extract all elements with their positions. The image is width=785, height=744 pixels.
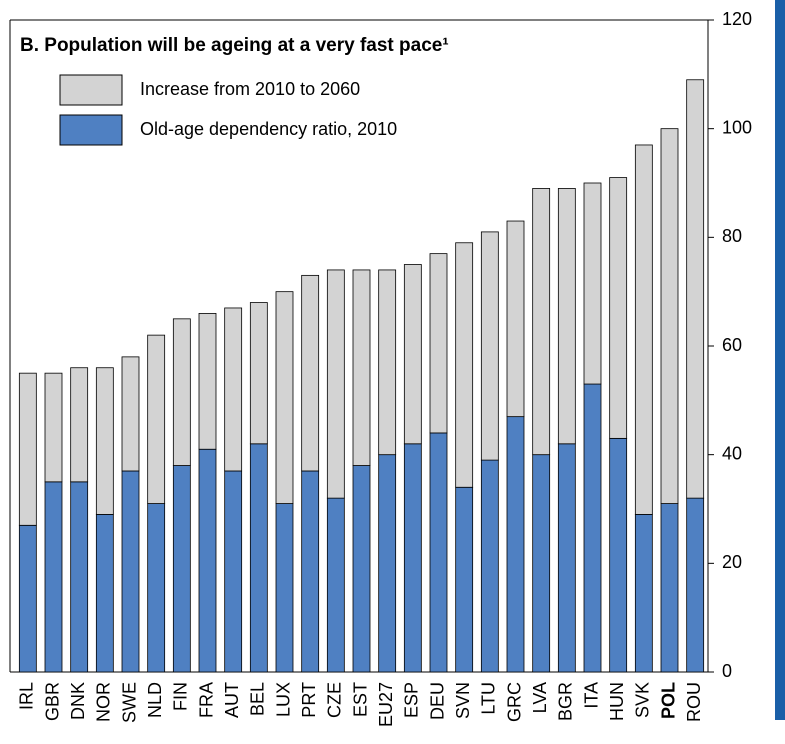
- bar-segment: [18, 372, 37, 526]
- bar-segment: [506, 220, 525, 418]
- bar-segment: [557, 443, 576, 673]
- bar-segment: [506, 416, 525, 673]
- bar-segment: [532, 188, 551, 456]
- x-tick-label: SWE: [119, 682, 139, 723]
- legend-swatch: [59, 74, 123, 106]
- y-tick-label: 60: [722, 335, 742, 355]
- bar-segment: [455, 242, 474, 488]
- bar-segment: [249, 443, 268, 673]
- bar-segment: [634, 144, 653, 515]
- legend-label: Old-age dependency ratio, 2010: [140, 119, 397, 139]
- bar-segment: [95, 367, 114, 515]
- bar-segment: [686, 79, 705, 499]
- bar-segment: [480, 231, 499, 461]
- bar-segment: [609, 437, 628, 673]
- y-tick-label: 80: [722, 226, 742, 246]
- bar-segment: [583, 383, 602, 673]
- bar-segment: [480, 459, 499, 673]
- bar-segment: [147, 503, 166, 673]
- x-tick-label: EST: [350, 682, 370, 717]
- x-tick-label: LTU: [479, 682, 499, 715]
- bar-segment: [378, 454, 397, 673]
- x-tick-label: AUT: [222, 682, 242, 718]
- x-tick-label: NLD: [145, 682, 165, 718]
- x-tick-label: POL: [658, 682, 678, 719]
- bar-segment: [352, 465, 371, 673]
- y-tick-label: 120: [722, 9, 752, 29]
- bar-segment: [660, 503, 679, 673]
- x-tick-label: FIN: [171, 682, 191, 711]
- x-tick-label: DNK: [68, 682, 88, 720]
- bar-segment: [198, 448, 217, 673]
- bar-segment: [172, 318, 191, 466]
- bar-segment: [583, 182, 602, 385]
- bar-segment: [275, 291, 294, 504]
- x-tick-label: BEL: [248, 682, 268, 716]
- bar-segment: [301, 470, 320, 673]
- x-tick-label: LVA: [530, 682, 550, 713]
- bar-segment: [352, 269, 371, 466]
- x-tick-label: LUX: [273, 682, 293, 717]
- chart-title: B. Population will be ageing at a very f…: [20, 35, 449, 56]
- bar-segment: [660, 128, 679, 504]
- bar-segment: [326, 269, 345, 499]
- bar-segment: [44, 481, 63, 673]
- bar-segment: [378, 269, 397, 456]
- y-tick-label: 100: [722, 117, 752, 137]
- bar-segment: [224, 307, 243, 472]
- x-tick-label: SVK: [633, 682, 653, 718]
- bar-segment: [70, 367, 89, 483]
- x-tick-label: GBR: [42, 682, 62, 721]
- x-tick-label: ITA: [581, 682, 601, 709]
- bar-segment: [121, 470, 140, 673]
- bar-segment: [429, 253, 448, 434]
- bar-segment: [455, 486, 474, 673]
- bar-segment: [18, 524, 37, 673]
- x-tick-label: IRL: [17, 682, 37, 710]
- bar-segment: [301, 274, 320, 472]
- legend-swatch: [59, 114, 123, 146]
- x-tick-label: BGR: [556, 682, 576, 721]
- bar-segment: [326, 497, 345, 673]
- bar-segment: [403, 443, 422, 673]
- x-tick-label: NOR: [94, 682, 114, 722]
- bar-segment: [70, 481, 89, 673]
- x-tick-label: HUN: [607, 682, 627, 721]
- y-tick-label: 40: [722, 443, 742, 463]
- bar-segment: [634, 514, 653, 673]
- x-tick-label: DEU: [427, 682, 447, 720]
- bar-segment: [557, 188, 576, 445]
- x-tick-label: EU27: [376, 682, 396, 727]
- bar-segment: [147, 334, 166, 504]
- y-tick-label: 20: [722, 552, 742, 572]
- bar-segment: [44, 372, 63, 483]
- x-tick-label: ESP: [402, 682, 422, 718]
- bar-segment: [686, 497, 705, 673]
- x-tick-label: PRT: [299, 682, 319, 718]
- bar-segment: [121, 356, 140, 472]
- bar-segment: [275, 503, 294, 673]
- x-tick-label: ROU: [684, 682, 704, 722]
- side-strip: [775, 0, 785, 720]
- x-tick-label: FRA: [196, 682, 216, 718]
- bar-segment: [403, 264, 422, 445]
- y-tick-label: 0: [722, 661, 732, 681]
- bar-segment: [95, 514, 114, 673]
- bar-segment: [198, 312, 217, 450]
- bar-segment: [429, 432, 448, 673]
- bar-segment: [532, 454, 551, 673]
- x-tick-label: SVN: [453, 682, 473, 719]
- bar-segment: [609, 177, 628, 439]
- x-tick-label: GRC: [504, 682, 524, 722]
- x-tick-label: CZE: [325, 682, 345, 718]
- bar-segment: [249, 302, 268, 445]
- bar-segment: [224, 470, 243, 673]
- bar-segment: [172, 465, 191, 673]
- legend-label: Increase from 2010 to 2060: [140, 79, 360, 99]
